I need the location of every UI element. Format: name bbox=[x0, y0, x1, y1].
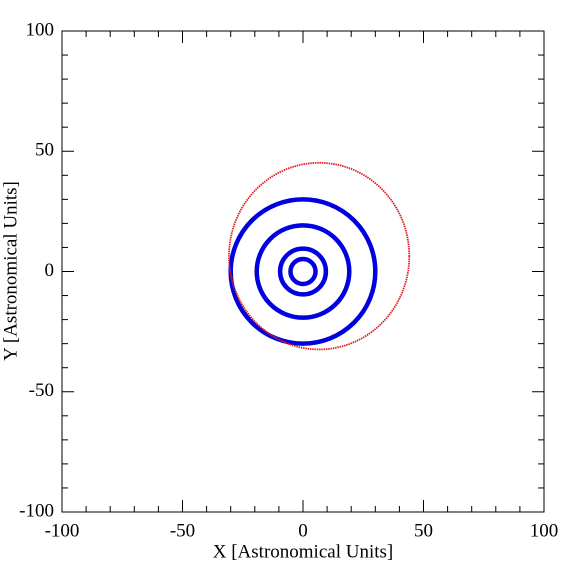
y-axis-label: Y [Astronomical Units] bbox=[0, 181, 21, 361]
x-tick-label: 100 bbox=[530, 520, 559, 541]
y-tick-label: -50 bbox=[29, 380, 54, 401]
orbit bbox=[288, 256, 318, 287]
plot-frame bbox=[61, 30, 545, 513]
x-tick-label: 0 bbox=[298, 520, 308, 541]
orbit bbox=[277, 246, 329, 297]
y-tick-label: 50 bbox=[35, 140, 54, 161]
x-tick-label: 50 bbox=[414, 520, 433, 541]
y-tick-label: -100 bbox=[19, 500, 54, 521]
x-tick-label: -50 bbox=[170, 520, 195, 541]
x-tick-label: -100 bbox=[45, 520, 80, 541]
orbit bbox=[228, 161, 411, 351]
y-tick-label: 100 bbox=[26, 19, 55, 40]
orbit bbox=[254, 223, 352, 320]
y-tick-label: 0 bbox=[45, 260, 55, 281]
orbit bbox=[228, 197, 378, 346]
x-axis-label: X [Astronomical Units] bbox=[213, 541, 393, 562]
